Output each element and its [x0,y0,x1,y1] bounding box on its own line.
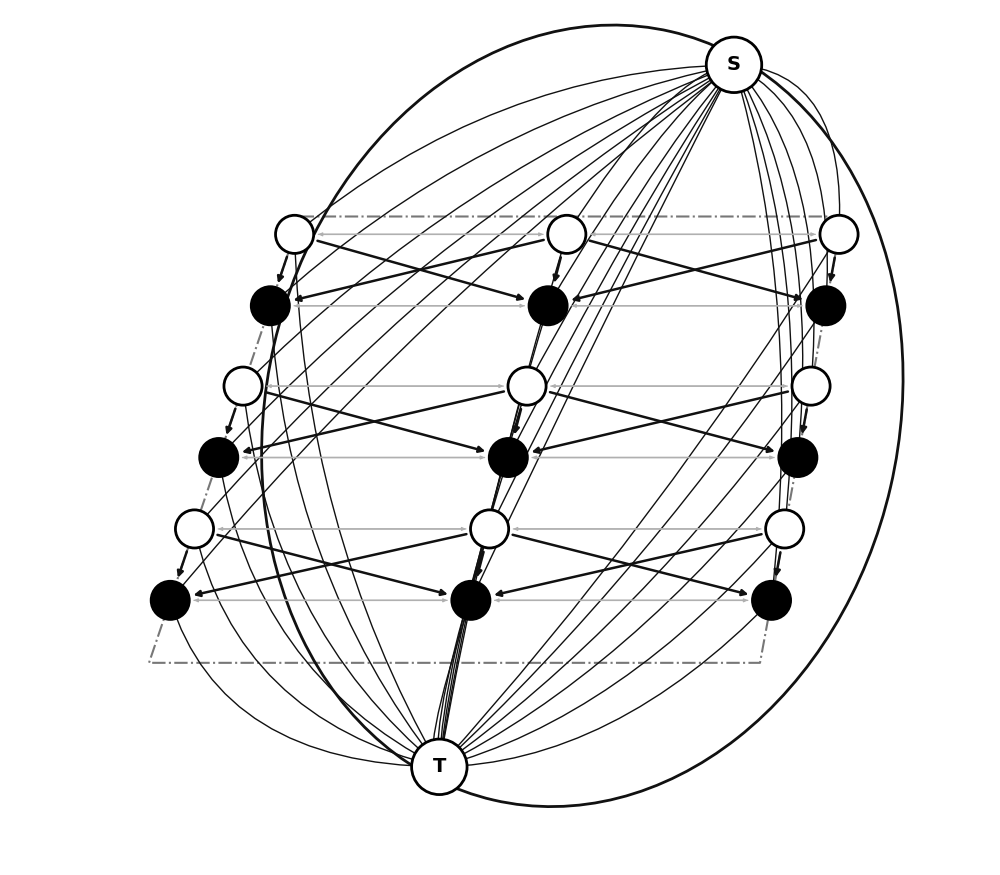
Circle shape [276,215,314,254]
Circle shape [820,215,858,254]
Circle shape [548,215,586,254]
Circle shape [224,367,262,405]
Circle shape [412,739,467,794]
Circle shape [200,438,238,477]
Text: T: T [433,758,446,776]
Circle shape [489,438,527,477]
Circle shape [508,367,546,405]
Circle shape [251,287,289,325]
Circle shape [752,581,791,619]
Circle shape [529,287,567,325]
Circle shape [807,287,845,325]
Circle shape [471,510,509,548]
Circle shape [779,438,817,477]
Circle shape [766,510,804,548]
Circle shape [151,581,189,619]
Circle shape [175,510,214,548]
Circle shape [706,37,762,93]
Circle shape [452,581,490,619]
Circle shape [792,367,830,405]
Text: S: S [727,55,741,74]
